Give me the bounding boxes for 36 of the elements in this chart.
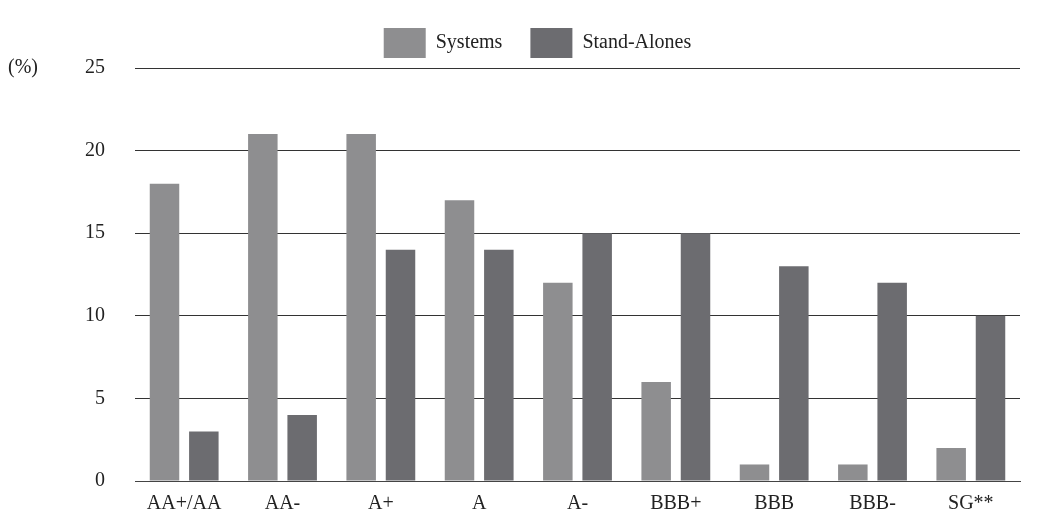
x-tick-label: A <box>471 491 487 514</box>
bar <box>189 431 219 481</box>
x-tick-label: AA- <box>264 491 301 514</box>
y-axis-title: (%) <box>8 55 38 79</box>
y-tick-label: 25 <box>85 55 105 78</box>
x-tick-label: AA+/AA <box>146 491 223 514</box>
x-tick-label: BBB- <box>849 491 896 514</box>
bar <box>582 233 612 481</box>
y-tick-label: 15 <box>85 220 105 243</box>
bar <box>975 315 1006 481</box>
bar <box>936 447 966 481</box>
x-tick-label: SG** <box>948 491 994 514</box>
bar <box>248 134 278 481</box>
bar <box>149 183 180 481</box>
bar <box>779 266 809 481</box>
bar <box>838 464 868 481</box>
y-tick-label: 0 <box>95 468 105 491</box>
bar <box>641 381 671 481</box>
bar <box>543 282 573 481</box>
x-tick-label: A- <box>566 491 589 514</box>
x-tick-label: A+ <box>367 491 394 514</box>
x-tick-label: BBB <box>754 491 795 514</box>
bar <box>739 464 770 481</box>
bar <box>877 282 907 481</box>
bar <box>385 249 416 481</box>
y-tick-label: 5 <box>95 385 105 408</box>
bar <box>484 249 514 481</box>
y-tick-label: 10 <box>85 303 105 326</box>
bar <box>444 200 475 481</box>
y-tick-label: 20 <box>85 137 105 160</box>
bar <box>680 233 711 481</box>
legend-label: Stand-Alones <box>582 30 692 53</box>
bar <box>346 134 376 481</box>
legend-label: Systems <box>435 30 503 54</box>
bar <box>287 414 317 481</box>
x-tick-label: BBB+ <box>650 491 702 514</box>
